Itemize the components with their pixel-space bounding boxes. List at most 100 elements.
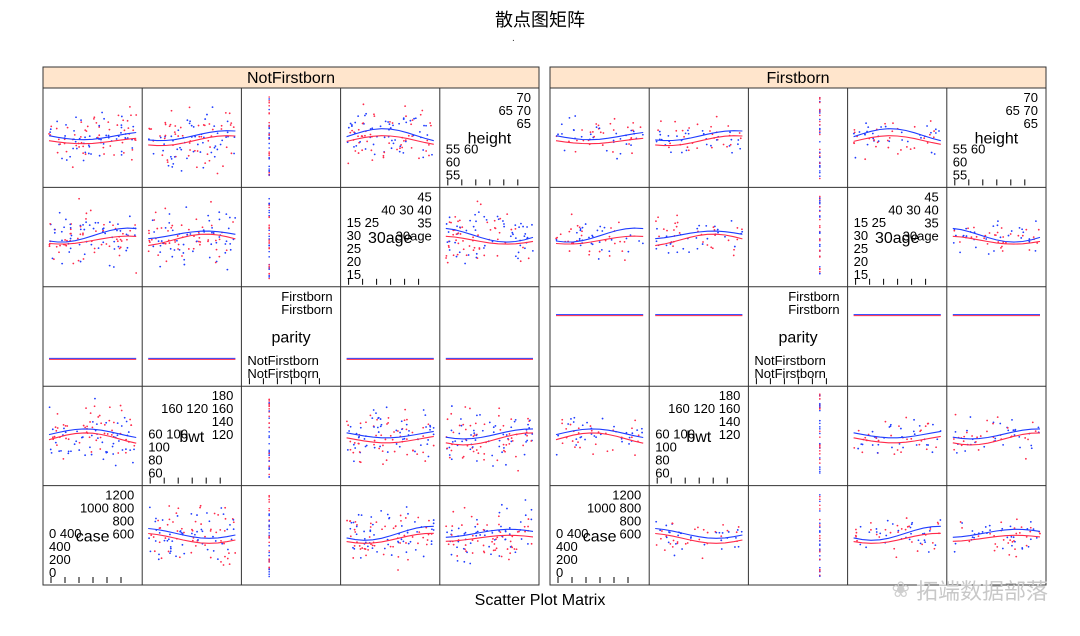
data-point (498, 530, 501, 532)
data-point (452, 543, 455, 546)
data-point (75, 440, 78, 443)
data-point (430, 124, 432, 127)
data-point (80, 121, 83, 124)
data-point (967, 227, 969, 230)
data-point (897, 529, 900, 532)
data-point (716, 228, 719, 231)
diagonal-tick-label: NotFirstborn (754, 353, 826, 368)
data-point (819, 466, 821, 468)
data-point (177, 507, 180, 510)
data-point (819, 266, 821, 268)
data-point (906, 140, 909, 143)
data-point (414, 450, 416, 453)
data-point (641, 133, 644, 136)
cell-age-vs-height (48, 197, 138, 274)
data-point (375, 412, 377, 415)
data-point (919, 430, 922, 433)
data-point (672, 539, 675, 542)
data-point (157, 519, 159, 522)
data-point (474, 439, 477, 441)
diagonal-tick-label: 15 25 (347, 215, 380, 230)
data-point (226, 268, 229, 271)
data-point (426, 443, 429, 446)
data-point (959, 521, 962, 523)
data-point (268, 551, 270, 554)
data-point (629, 234, 632, 237)
data-point (102, 227, 105, 230)
data-point (86, 125, 89, 128)
data-point (178, 248, 181, 251)
data-point (856, 539, 858, 542)
data-point (115, 138, 118, 140)
data-point (424, 460, 427, 462)
data-point (473, 432, 476, 435)
data-point (65, 244, 68, 247)
data-point (476, 530, 479, 533)
data-point (986, 430, 988, 433)
data-point (496, 459, 499, 462)
data-point (268, 154, 270, 157)
data-point (505, 444, 508, 446)
data-point (402, 139, 405, 142)
data-point (206, 548, 209, 551)
cell-parity-vs-case (952, 314, 1040, 317)
data-point (232, 528, 235, 531)
data-point (971, 536, 974, 539)
data-point (689, 537, 692, 539)
data-point (404, 105, 407, 108)
data-point (162, 149, 165, 152)
data-point (268, 430, 270, 433)
data-point (508, 442, 511, 445)
data-point (382, 463, 384, 466)
data-point (268, 410, 270, 412)
data-point (199, 241, 202, 243)
data-point (966, 429, 968, 432)
data-point (720, 539, 723, 542)
data-point (875, 436, 878, 439)
data-point (518, 226, 520, 229)
data-point (594, 443, 597, 446)
data-point (819, 524, 821, 526)
data-point (506, 548, 509, 550)
data-point (913, 418, 915, 421)
data-point (953, 229, 956, 232)
data-point (447, 231, 450, 233)
data-point (906, 525, 909, 528)
data-point (354, 520, 357, 523)
data-point (511, 546, 514, 549)
data-point (89, 421, 91, 423)
data-point (469, 407, 471, 410)
data-point (149, 128, 151, 131)
data-point (429, 428, 431, 431)
data-point (593, 135, 596, 138)
data-point (395, 429, 398, 432)
data-point (210, 243, 213, 246)
data-point (632, 122, 635, 124)
data-point (630, 436, 633, 439)
data-point (504, 450, 506, 453)
data-point (109, 145, 112, 147)
data-point (819, 395, 821, 397)
data-point (457, 540, 460, 543)
data-point (67, 438, 70, 441)
data-point (268, 268, 270, 270)
data-point (233, 136, 236, 138)
diagonal-tick-label: 60 (148, 466, 162, 481)
data-point (126, 137, 129, 139)
data-point (125, 249, 128, 252)
data-point (371, 159, 374, 162)
data-point (395, 443, 398, 445)
data-point (954, 413, 957, 416)
data-point (884, 420, 887, 423)
data-point (101, 111, 103, 114)
data-point (194, 135, 197, 138)
data-point (819, 98, 821, 100)
data-point (363, 537, 366, 540)
data-point (899, 427, 902, 430)
data-point (198, 236, 201, 239)
data-point (111, 429, 113, 432)
data-point (159, 136, 162, 139)
data-point (89, 412, 92, 415)
data-point (819, 151, 821, 154)
series-red-smooth (853, 435, 941, 444)
